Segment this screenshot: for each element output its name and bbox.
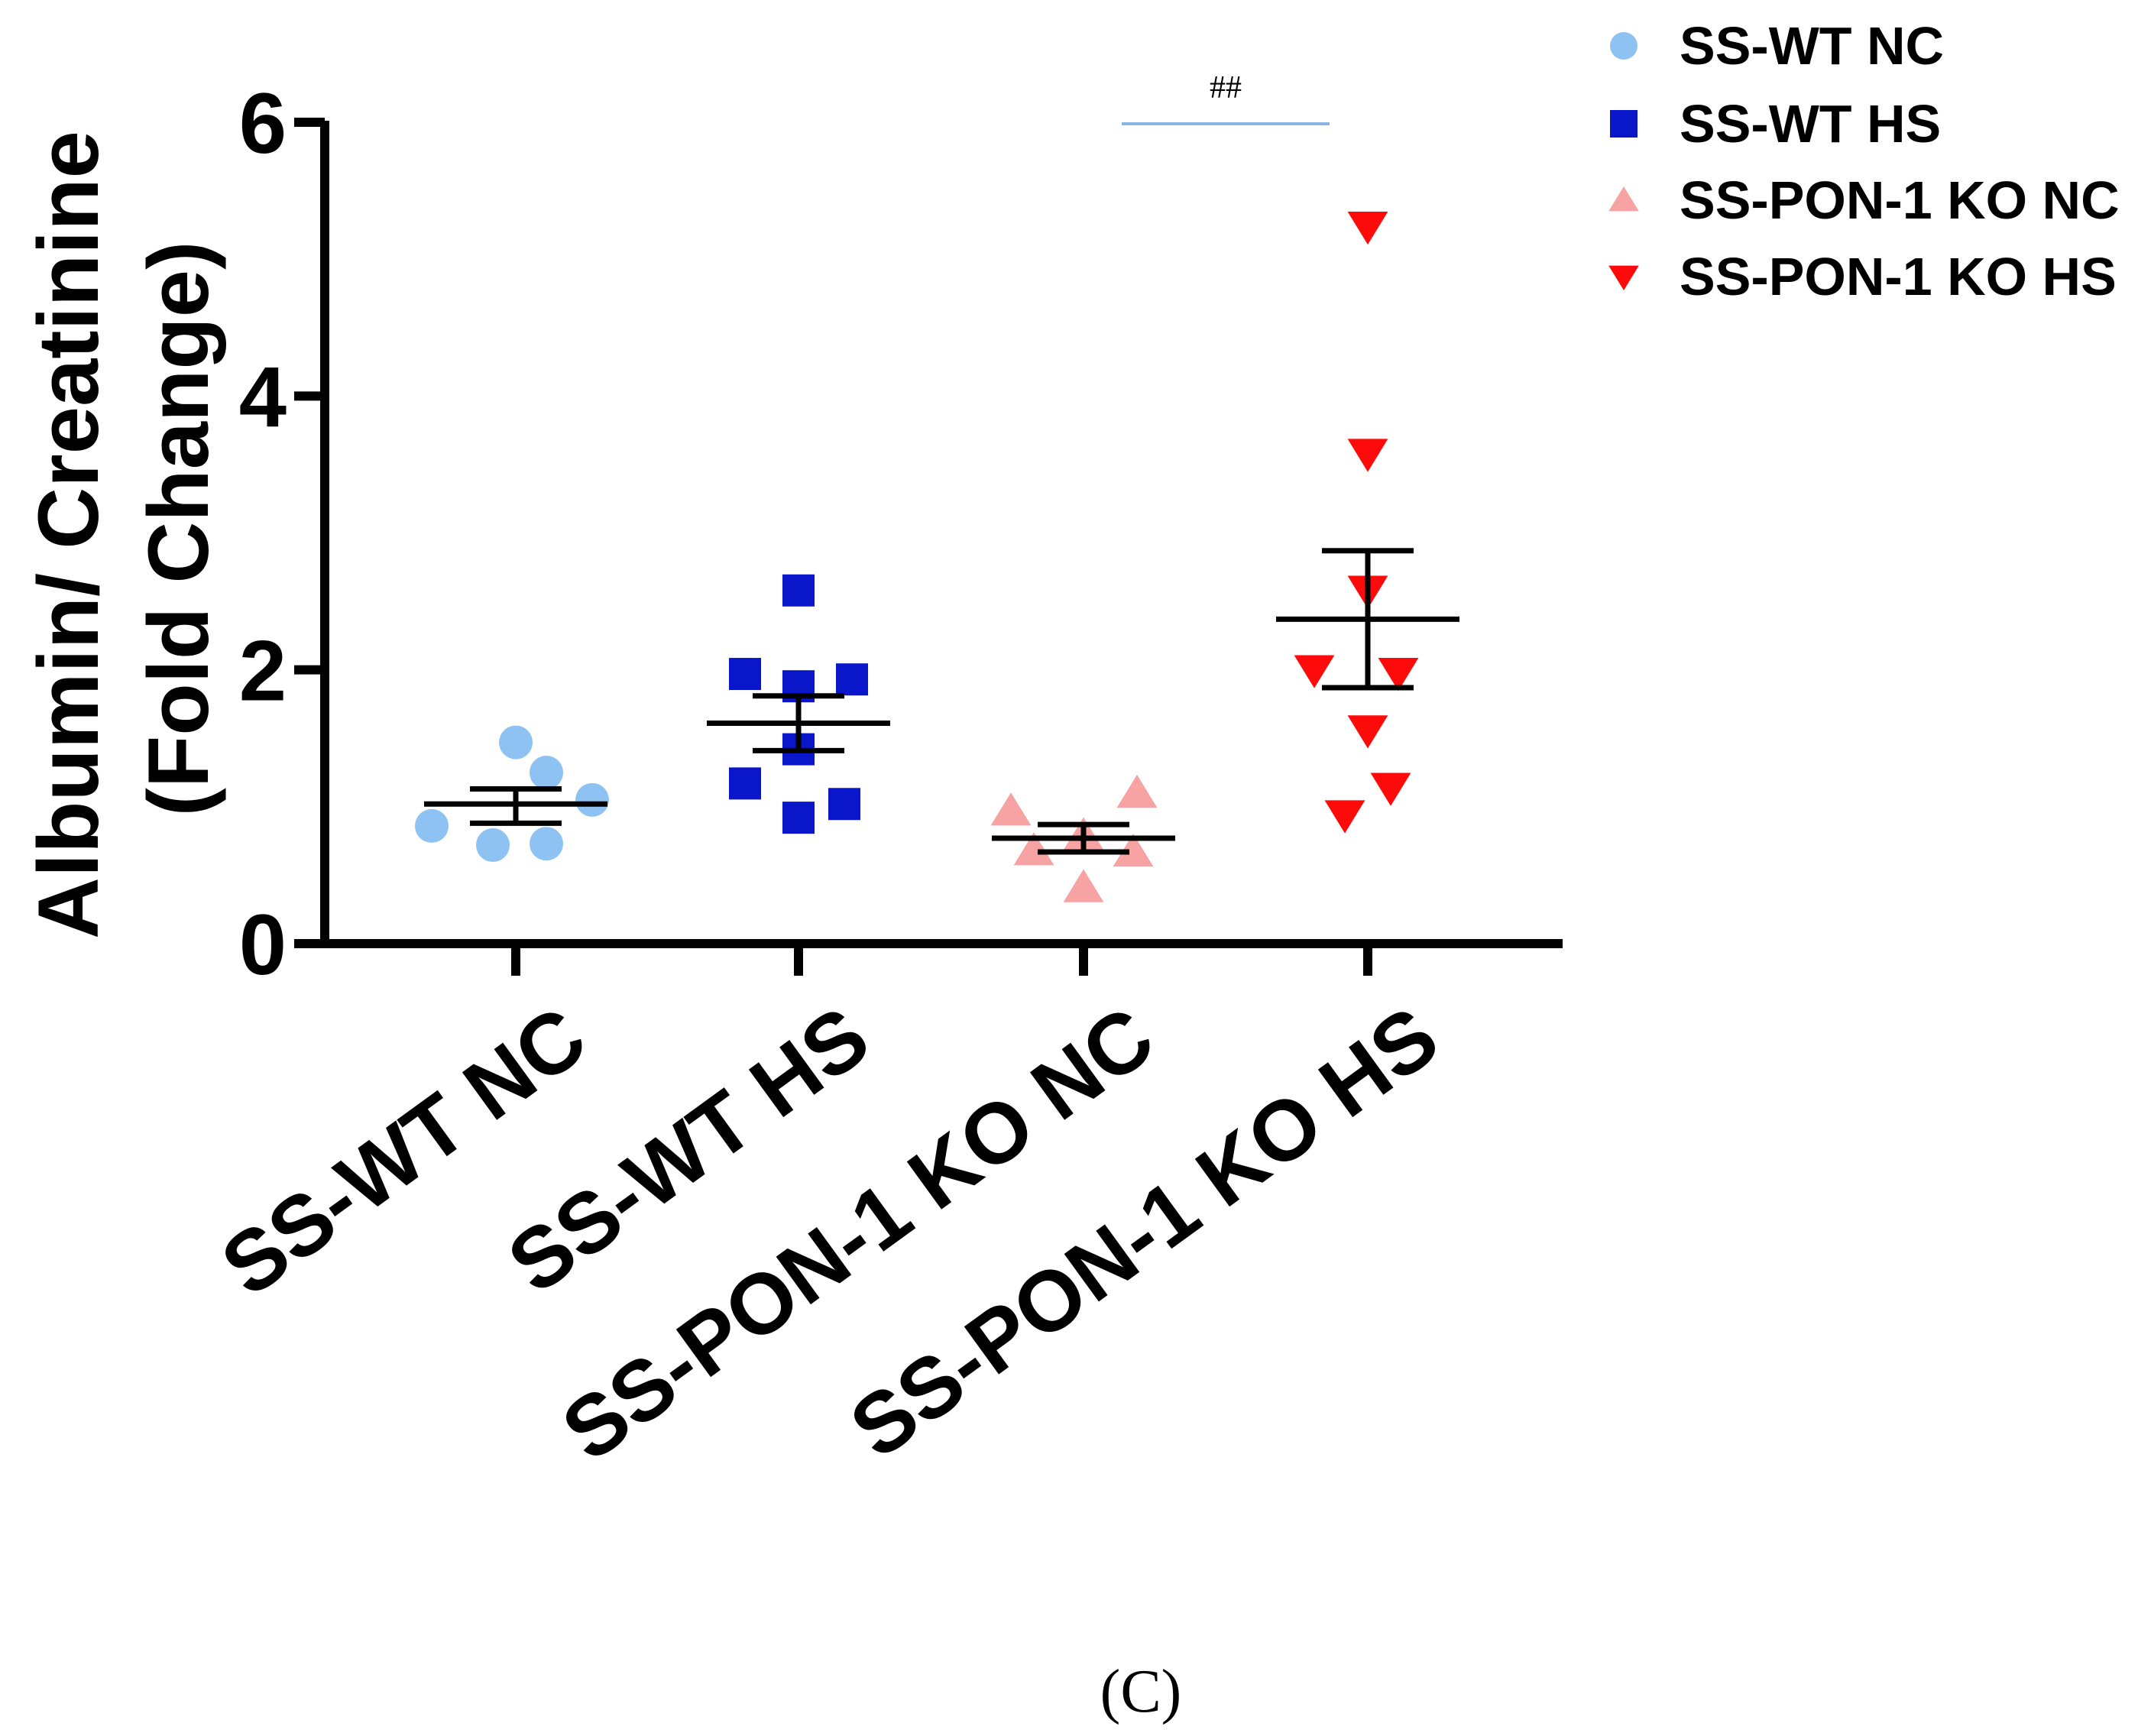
legend-marker (1608, 186, 1639, 212)
data-point (1113, 833, 1154, 867)
data-point (415, 808, 449, 843)
legend-label: SS-PON-1 KO HS (1680, 247, 2117, 306)
y-tick-label: 2 (239, 623, 287, 719)
data-point (1347, 439, 1388, 472)
legend-marker (1610, 110, 1638, 138)
error-bars (424, 548, 1459, 855)
legend: SS-WT NC SS-WT HS SS-PON-1 KO NC SS-PON-1 K… (1608, 16, 2120, 306)
y-tick-label: 4 (239, 349, 287, 445)
legend-label: SS-WT HS (1680, 94, 1941, 154)
data-point (782, 802, 815, 834)
data-point (476, 828, 510, 862)
data-point (782, 574, 815, 607)
legend-marker (1610, 32, 1638, 60)
data-point (1013, 832, 1054, 866)
data-point (1347, 715, 1388, 749)
data-point (828, 788, 860, 821)
data-point (729, 658, 761, 691)
legend-label: SS-PON-1 KO NC (1680, 170, 2120, 230)
data-point (1116, 774, 1158, 808)
data-point (729, 767, 761, 800)
legend-label: SS-WT NC (1680, 16, 1944, 76)
data-point (1378, 658, 1419, 691)
y-axis-label-units: (Fold Change) (131, 241, 226, 817)
significance-label: ## (1210, 70, 1242, 105)
y-tick-label: 0 (239, 897, 287, 993)
data-point (1324, 800, 1365, 834)
data-point (530, 756, 563, 790)
annotations: ## (C) (1100, 70, 1330, 1725)
y-tick-label: 6 (239, 76, 287, 171)
data-point (836, 663, 868, 696)
y-axis-label: Albumin/ Creatinine (21, 131, 116, 939)
data-point (990, 792, 1032, 826)
data-point (530, 827, 563, 861)
panel-label: (C) (1100, 1658, 1182, 1725)
data-point (575, 782, 609, 817)
data-points (415, 211, 1419, 902)
data-point (1370, 772, 1411, 806)
data-point (1294, 655, 1335, 688)
data-point (499, 725, 533, 760)
legend-marker (1608, 265, 1639, 290)
data-point (1063, 869, 1104, 902)
data-point (1347, 211, 1388, 245)
